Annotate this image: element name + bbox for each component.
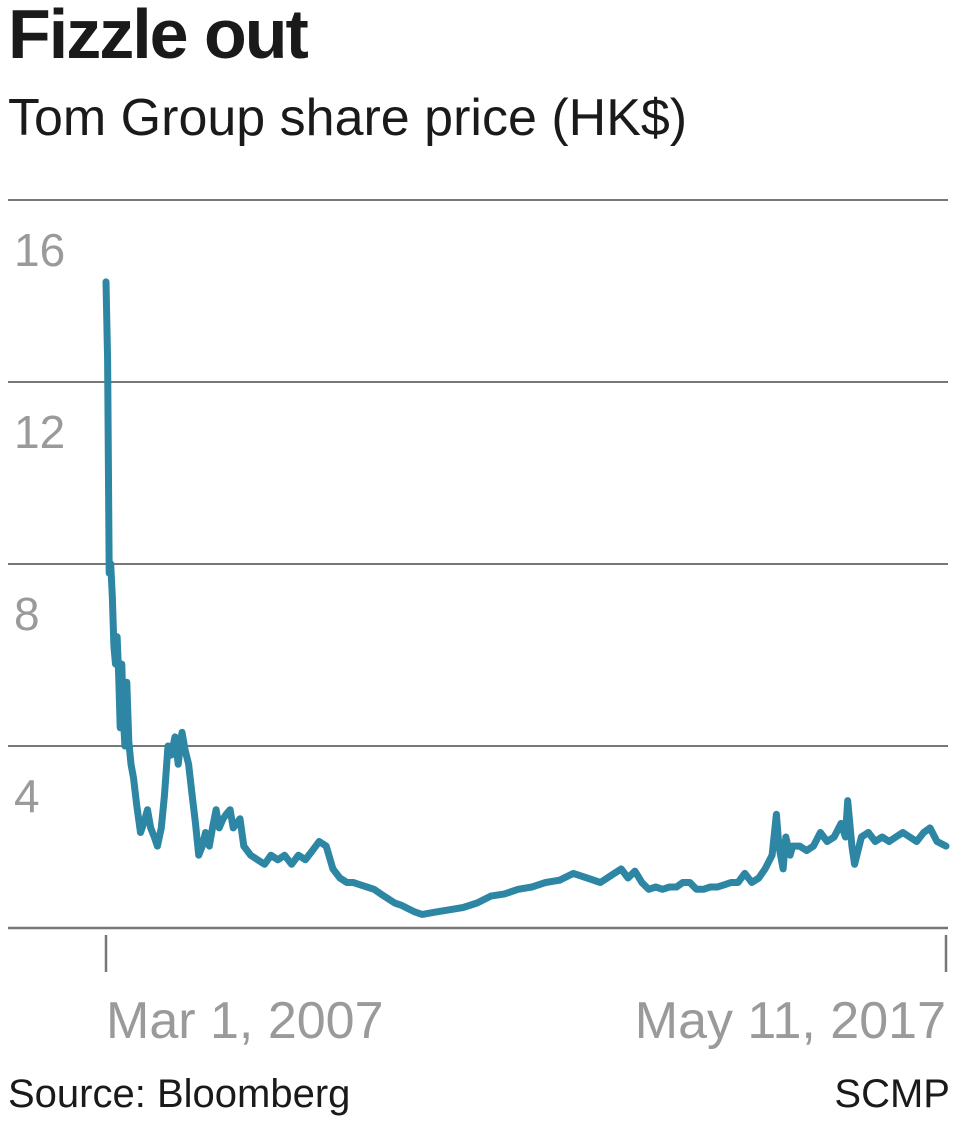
series-layer	[102, 278, 950, 918]
y-tick-label: 12	[14, 406, 65, 458]
y-tick-label: 16	[14, 224, 65, 276]
series-line-0	[102, 278, 950, 918]
x-tick-label: Mar 1, 2007	[106, 992, 384, 1050]
y-axis-tick-labels: 4 8 12 16	[14, 224, 65, 822]
credit-note: SCMP	[834, 1072, 950, 1116]
y-tick-label: 4	[14, 770, 40, 822]
chart-subtitle: Tom Group share price (HK$)	[8, 89, 688, 147]
gridlines	[8, 199, 948, 930]
chart-title: Fizzle out	[8, 0, 309, 73]
x-axis: Mar 1, 2007 May 11, 2017	[104, 935, 948, 1050]
source-note: Source: Bloomberg	[8, 1072, 351, 1116]
y-tick-label: 8	[14, 588, 40, 640]
x-tick-label: May 11, 2017	[635, 992, 946, 1050]
